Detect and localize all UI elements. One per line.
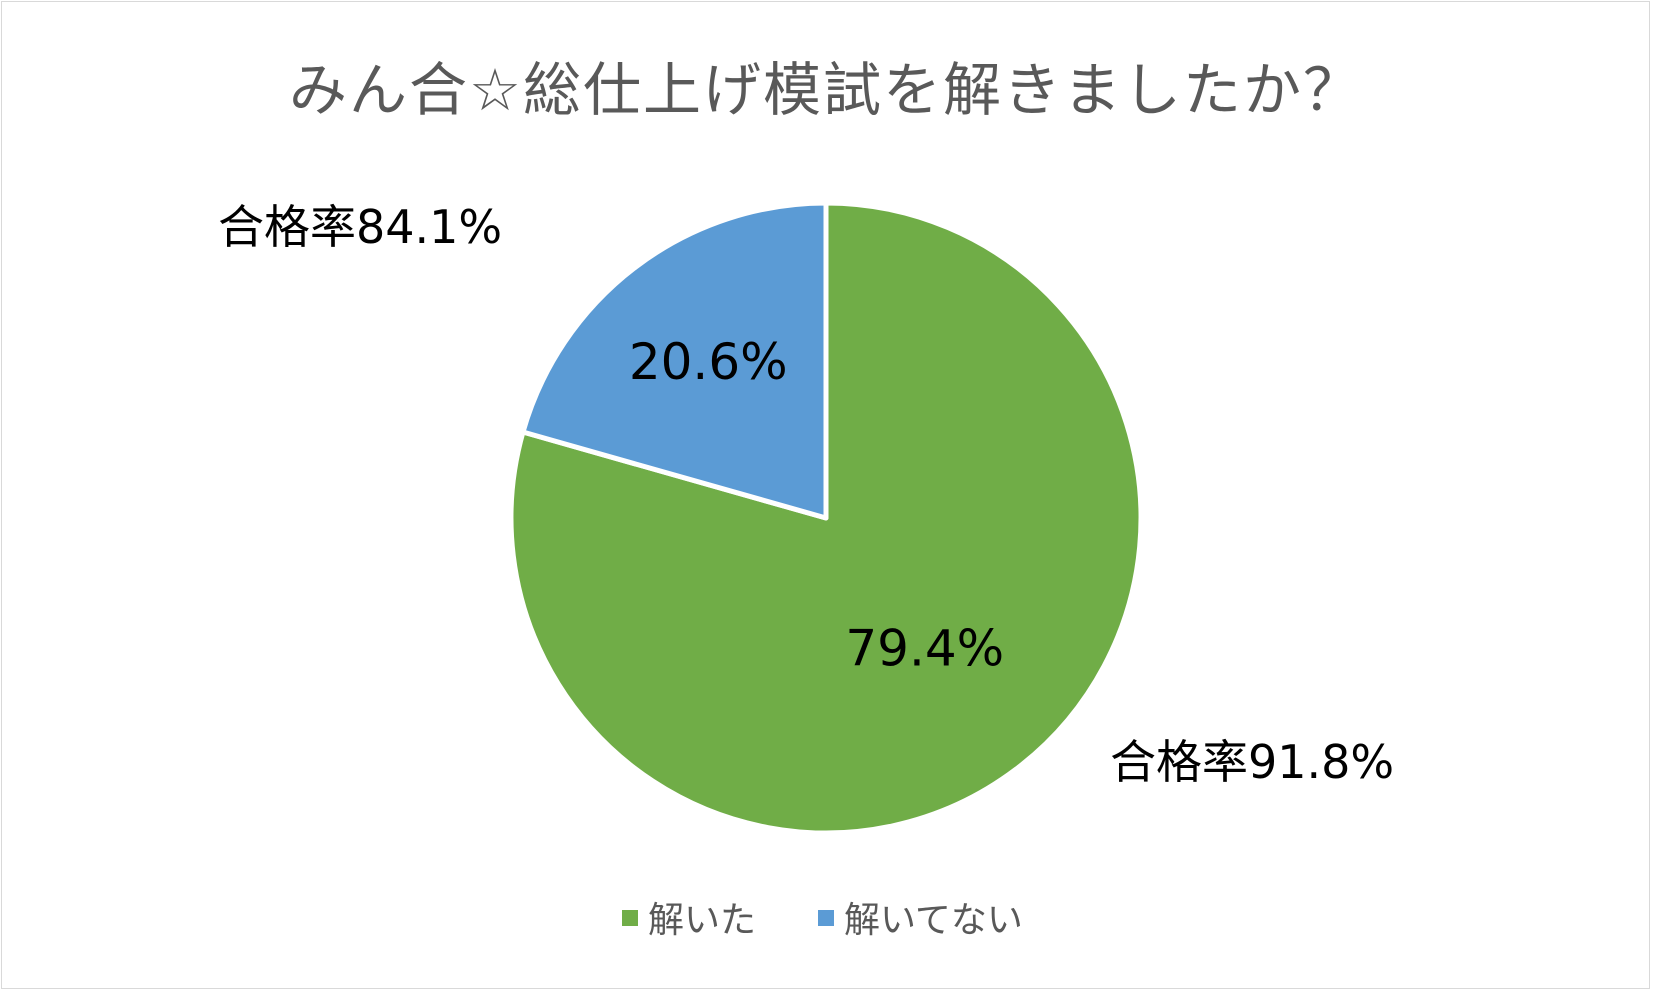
legend-swatch-not-solved <box>818 910 834 926</box>
legend-label-solved: 解いた <box>648 900 756 941</box>
chart-title: みん合☆総仕上げ模試を解きましたか？ <box>289 56 1363 124</box>
pie-data-labels: 79.4% 20.6% <box>629 333 1004 677</box>
annotation-pass-rate-not-solved: 合格率84.1% <box>218 200 502 254</box>
legend: 解いた 解いてない <box>622 900 1023 941</box>
legend-swatch-solved <box>622 910 638 926</box>
pie-slices <box>508 200 1144 836</box>
pie-slice-solved <box>508 200 1144 836</box>
annotation-pass-rate-solved: 合格率91.8% <box>1110 735 1394 789</box>
data-label-solved: 79.4% <box>845 620 1004 678</box>
data-label-not-solved: 20.6% <box>629 333 788 391</box>
pie-slice-not-solved <box>520 200 829 521</box>
legend-label-not-solved: 解いてない <box>844 900 1023 941</box>
